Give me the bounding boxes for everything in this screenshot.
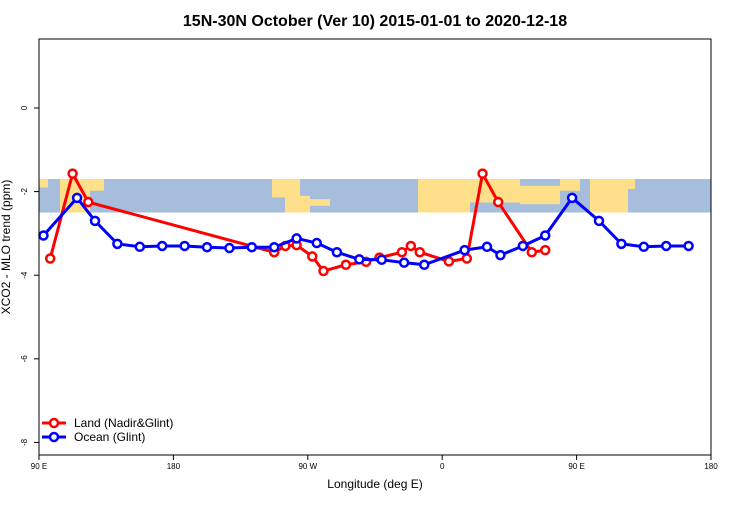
data-point-ocean xyxy=(376,254,387,266)
y-tick-label: -2 xyxy=(20,188,29,196)
data-point-ocean xyxy=(419,259,430,271)
data-point-ocean xyxy=(398,257,410,268)
x-tick-label: 90 E xyxy=(568,462,584,471)
map-land-patch xyxy=(310,199,330,206)
data-point-land xyxy=(307,251,318,262)
legend-marker xyxy=(48,431,60,443)
data-point-land xyxy=(539,244,551,256)
data-point-ocean xyxy=(156,240,168,252)
data-point-ocean xyxy=(638,241,650,253)
map-land-patch xyxy=(272,179,300,198)
data-point-land xyxy=(414,246,426,258)
y-axis: 0 -2 -4 -6 -8 xyxy=(20,105,39,446)
data-point-ocean xyxy=(291,233,302,244)
data-point-ocean xyxy=(459,244,470,256)
x-tick-label: 180 xyxy=(704,462,718,471)
data-point-ocean xyxy=(38,230,49,241)
y-tick-label: -6 xyxy=(20,355,29,363)
data-point-ocean xyxy=(481,241,493,253)
data-point-ocean xyxy=(566,192,578,204)
map-land-patch xyxy=(285,195,310,213)
data-point-ocean xyxy=(660,240,672,252)
data-point-ocean xyxy=(539,230,551,241)
y-axis-label: XCO2 - MLO trend (ppm) xyxy=(0,180,13,315)
plot-frame xyxy=(38,38,712,456)
x-axis-label: Longitude (deg E) xyxy=(327,477,422,491)
x-tick-label: 0 xyxy=(440,462,445,471)
data-point-ocean xyxy=(246,241,258,253)
data-point-ocean xyxy=(201,241,213,253)
map-land-patch xyxy=(39,179,48,188)
x-tick-label: 90 E xyxy=(31,462,47,471)
map-land-patch xyxy=(628,179,635,190)
data-point-ocean xyxy=(311,237,323,249)
data-point-land xyxy=(44,253,56,264)
y-tick-label: -8 xyxy=(20,438,29,446)
data-point-land xyxy=(340,259,352,271)
data-point-ocean xyxy=(517,240,529,252)
data-point-ocean xyxy=(89,215,101,227)
series-layer xyxy=(38,168,694,277)
map-land-patch xyxy=(470,179,520,203)
data-point-ocean xyxy=(224,242,235,254)
data-point-ocean xyxy=(683,240,694,252)
legend-marker xyxy=(48,417,60,429)
legend: Land (Nadir&Glint)Ocean (Glint) xyxy=(42,416,173,444)
data-point-land xyxy=(492,196,504,208)
data-point-ocean xyxy=(71,192,83,204)
world-map-band xyxy=(39,179,711,213)
legend-label: Land (Nadir&Glint) xyxy=(74,416,173,430)
x-tick-label: 90 W xyxy=(298,462,317,471)
map-land-patch xyxy=(520,185,560,205)
data-point-land xyxy=(67,168,78,179)
data-point-ocean xyxy=(354,254,365,265)
data-point-ocean xyxy=(495,249,506,261)
data-point-ocean xyxy=(331,246,343,258)
legend-label: Ocean (Glint) xyxy=(74,430,145,444)
data-point-land xyxy=(526,246,538,258)
data-point-land xyxy=(405,240,417,252)
y-tick-label: -4 xyxy=(20,271,29,279)
data-point-ocean xyxy=(112,238,123,250)
map-land-patch xyxy=(90,179,104,191)
data-point-land xyxy=(318,265,329,277)
data-point-land xyxy=(83,196,94,208)
map-land-patch xyxy=(590,179,628,213)
data-point-land xyxy=(477,168,488,179)
map-land-patch xyxy=(418,179,470,213)
data-point-ocean xyxy=(593,215,605,227)
data-point-ocean xyxy=(268,241,280,253)
chart-title: 15N-30N October (Ver 10) 2015-01-01 to 2… xyxy=(183,13,567,30)
map-land-patch xyxy=(560,179,580,191)
data-point-ocean xyxy=(616,238,627,250)
data-point-land xyxy=(396,246,408,258)
data-point-ocean xyxy=(134,241,146,253)
data-point-ocean xyxy=(179,240,190,252)
y-tick-label: 0 xyxy=(20,105,29,110)
data-point-land xyxy=(443,256,455,267)
data-point-land xyxy=(461,253,473,264)
x-axis: 90 E 180 90 W 0 90 E 180 xyxy=(31,455,718,471)
x-tick-label: 180 xyxy=(167,462,181,471)
